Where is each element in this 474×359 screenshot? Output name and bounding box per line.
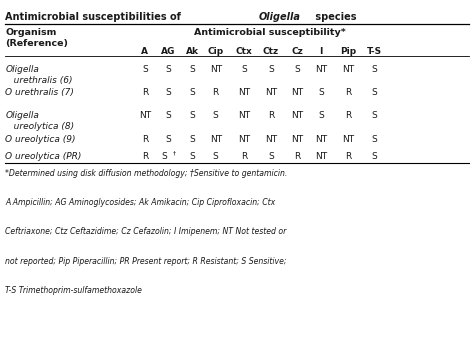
Text: A: A xyxy=(141,47,148,56)
Text: Ak: Ak xyxy=(186,47,199,56)
Text: Antimicrobial susceptibility*: Antimicrobial susceptibility* xyxy=(194,28,346,37)
Text: Organism: Organism xyxy=(5,28,57,37)
Text: NT: NT xyxy=(238,88,250,97)
Text: S: S xyxy=(371,88,377,97)
Text: R: R xyxy=(345,88,351,97)
Text: S: S xyxy=(268,151,274,160)
Text: NT: NT xyxy=(292,88,303,97)
Text: A Ampicillin; AG Aminoglycosides; Ak Amikacin; Cip Ciprofloxacin; Ctx: A Ampicillin; AG Aminoglycosides; Ak Ami… xyxy=(5,198,276,207)
Text: NT: NT xyxy=(238,135,250,144)
Text: species: species xyxy=(312,12,356,22)
Text: Ceftriaxone; Ctz Ceftazidime; Cz Cefazolin; I Imipenem; NT Not tested or: Ceftriaxone; Ctz Ceftazidime; Cz Cefazol… xyxy=(5,227,287,237)
Text: NT: NT xyxy=(265,88,277,97)
Text: S: S xyxy=(371,65,377,74)
Text: R: R xyxy=(142,151,148,160)
Text: Ctx: Ctx xyxy=(236,47,253,56)
Text: O urethralis (7): O urethralis (7) xyxy=(5,88,74,97)
Text: T-S: T-S xyxy=(366,47,382,56)
Text: S: S xyxy=(162,151,168,160)
Text: S: S xyxy=(213,111,219,120)
Text: S: S xyxy=(189,88,195,97)
Text: S: S xyxy=(213,151,219,160)
Text: S: S xyxy=(165,65,171,74)
Text: NT: NT xyxy=(342,135,354,144)
Text: T-S Trimethoprim-sulfamethoxazole: T-S Trimethoprim-sulfamethoxazole xyxy=(5,286,142,295)
Text: Pip: Pip xyxy=(340,47,356,56)
Text: S: S xyxy=(165,88,171,97)
Text: S: S xyxy=(371,151,377,160)
Text: Cz: Cz xyxy=(292,47,303,56)
Text: not reported; Pip Piperacillin; PR Present report; R Resistant; S Sensitive;: not reported; Pip Piperacillin; PR Prese… xyxy=(5,257,287,266)
Text: S: S xyxy=(142,65,148,74)
Text: S: S xyxy=(189,65,195,74)
Text: †: † xyxy=(173,151,176,156)
Text: NT: NT xyxy=(342,65,354,74)
Text: NT: NT xyxy=(315,135,327,144)
Text: R: R xyxy=(345,151,351,160)
Text: I: I xyxy=(319,47,323,56)
Text: S: S xyxy=(165,111,171,120)
Text: Oligella: Oligella xyxy=(5,111,39,120)
Text: AG: AG xyxy=(161,47,176,56)
Text: ureolytica (8): ureolytica (8) xyxy=(5,122,74,131)
Text: S: S xyxy=(165,135,171,144)
Text: S: S xyxy=(295,65,301,74)
Text: O ureolytica (9): O ureolytica (9) xyxy=(5,135,76,144)
Text: S: S xyxy=(268,65,274,74)
Text: S: S xyxy=(318,88,324,97)
Text: O ureolytica (PR): O ureolytica (PR) xyxy=(5,151,82,160)
Text: R: R xyxy=(142,88,148,97)
Text: Antimicrobial susceptibilities of: Antimicrobial susceptibilities of xyxy=(5,12,185,22)
Text: NT: NT xyxy=(292,111,303,120)
Text: S: S xyxy=(318,111,324,120)
Text: S: S xyxy=(189,135,195,144)
Text: (Reference): (Reference) xyxy=(5,39,68,48)
Text: NT: NT xyxy=(315,65,327,74)
Text: S: S xyxy=(371,111,377,120)
Text: S: S xyxy=(241,65,247,74)
Text: Oligella: Oligella xyxy=(258,12,300,22)
Text: R: R xyxy=(268,111,274,120)
Text: Ctz: Ctz xyxy=(263,47,279,56)
Text: S: S xyxy=(189,111,195,120)
Text: R: R xyxy=(241,151,247,160)
Text: NT: NT xyxy=(210,135,222,144)
Text: Cip: Cip xyxy=(208,47,224,56)
Text: urethralis (6): urethralis (6) xyxy=(5,76,73,85)
Text: R: R xyxy=(294,151,301,160)
Text: NT: NT xyxy=(292,135,303,144)
Text: Oligella: Oligella xyxy=(5,65,39,74)
Text: S: S xyxy=(371,135,377,144)
Text: NT: NT xyxy=(238,111,250,120)
Text: NT: NT xyxy=(139,111,151,120)
Text: R: R xyxy=(345,111,351,120)
Text: R: R xyxy=(142,135,148,144)
Text: NT: NT xyxy=(265,135,277,144)
Text: NT: NT xyxy=(210,65,222,74)
Text: S: S xyxy=(189,151,195,160)
Text: R: R xyxy=(213,88,219,97)
Text: NT: NT xyxy=(315,151,327,160)
Text: *Determined using disk diffusion methodology; †Sensitive to gentamicin.: *Determined using disk diffusion methodo… xyxy=(5,169,288,178)
